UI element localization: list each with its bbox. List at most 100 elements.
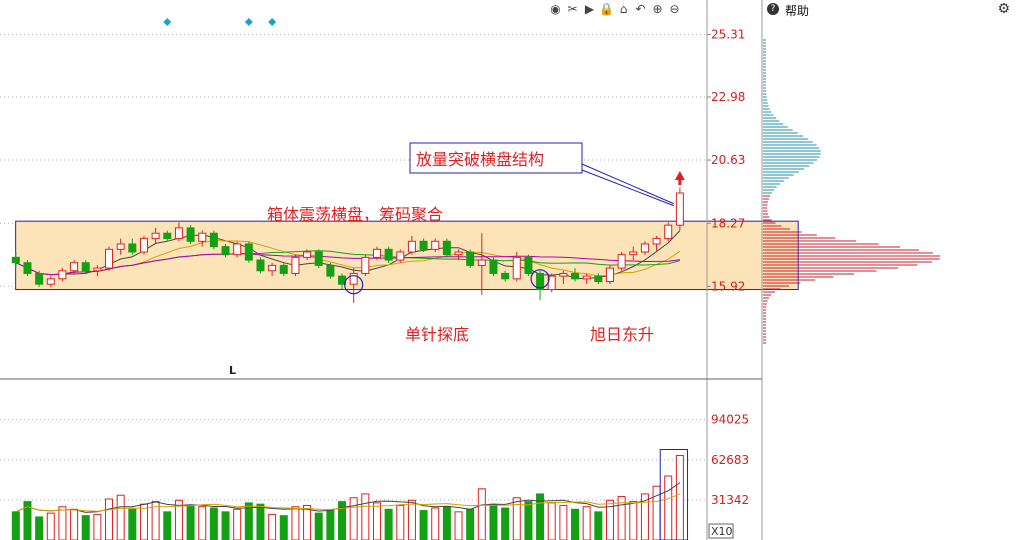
volume-bar bbox=[314, 512, 323, 540]
candle-body bbox=[139, 238, 148, 253]
candle-body bbox=[151, 232, 160, 240]
annotation-circle bbox=[344, 275, 364, 295]
candle-body bbox=[256, 259, 265, 272]
candle-body bbox=[431, 240, 440, 250]
volume-bar bbox=[35, 516, 44, 540]
help-icon[interactable]: ? bbox=[767, 3, 779, 15]
help-label[interactable]: 帮助 bbox=[785, 4, 810, 18]
candle-body bbox=[128, 243, 137, 253]
volume-bar bbox=[524, 501, 533, 540]
candle-body bbox=[209, 232, 218, 248]
volume-bar bbox=[582, 506, 591, 540]
candle bbox=[524, 254, 533, 277]
price-tick-label: 18.27 bbox=[711, 216, 745, 230]
candle-body bbox=[640, 243, 649, 253]
candle bbox=[314, 249, 323, 269]
candle-body bbox=[303, 251, 312, 258]
scissors-icon[interactable]: ✂ bbox=[567, 2, 578, 16]
volume-bar bbox=[46, 512, 55, 540]
candle bbox=[617, 252, 626, 271]
volume-bar bbox=[116, 494, 125, 540]
volume-bar bbox=[477, 488, 486, 540]
candle-body bbox=[233, 243, 242, 256]
candle bbox=[384, 246, 393, 263]
candle-body bbox=[244, 243, 253, 261]
candle-body bbox=[35, 272, 44, 285]
volume-bar bbox=[675, 455, 684, 540]
candle bbox=[279, 262, 288, 277]
candle bbox=[571, 268, 580, 282]
candle bbox=[23, 260, 32, 277]
home-icon[interactable]: ⌂ bbox=[619, 2, 628, 16]
volume-bar bbox=[547, 502, 556, 540]
annotation-breakout-pointer bbox=[581, 169, 675, 207]
candle bbox=[582, 273, 591, 285]
candle bbox=[489, 257, 498, 277]
volume-bar bbox=[139, 503, 148, 540]
candle-body bbox=[58, 270, 67, 280]
candle-body bbox=[221, 246, 230, 256]
candle bbox=[419, 238, 428, 252]
candle-body bbox=[314, 251, 323, 266]
volume-bar bbox=[256, 503, 265, 540]
zoom-out-icon[interactable]: ⊖ bbox=[669, 2, 680, 16]
candle bbox=[105, 246, 114, 271]
candle-body bbox=[454, 251, 463, 256]
candle bbox=[221, 243, 230, 258]
undo-icon[interactable]: ↶ bbox=[635, 2, 646, 16]
marker-L: L bbox=[229, 364, 236, 377]
candle-body bbox=[605, 267, 614, 282]
eye-icon[interactable]: ◉ bbox=[550, 2, 561, 16]
candle bbox=[594, 273, 603, 285]
candle-body bbox=[594, 275, 603, 282]
volume-bar bbox=[174, 499, 183, 540]
volume-unit-box bbox=[708, 523, 734, 539]
volume-bar bbox=[605, 499, 614, 540]
candle bbox=[664, 222, 673, 242]
candle bbox=[11, 252, 20, 269]
volume-bar bbox=[629, 501, 638, 540]
volume-bar bbox=[128, 508, 137, 540]
annotation-breakout: 放量突破横盘结构 bbox=[416, 150, 544, 169]
volume-bar bbox=[349, 497, 358, 540]
volume-bar bbox=[431, 507, 440, 540]
volume-bar bbox=[105, 498, 114, 540]
candle bbox=[361, 254, 370, 277]
zoom-in-icon[interactable]: ⊕ bbox=[652, 2, 663, 16]
gear-icon[interactable]: ⚙ bbox=[997, 1, 1010, 17]
candle bbox=[501, 270, 510, 282]
moving-average-lines bbox=[15, 230, 681, 280]
volume-ma5-line bbox=[15, 482, 681, 513]
candle-body bbox=[174, 227, 183, 240]
candle bbox=[46, 276, 55, 287]
candle bbox=[326, 262, 335, 279]
candle-body bbox=[349, 272, 358, 285]
candle bbox=[128, 238, 137, 255]
candle-body bbox=[163, 232, 172, 240]
candle-body bbox=[361, 256, 370, 274]
volume-bar bbox=[536, 493, 545, 540]
candle bbox=[454, 249, 463, 261]
price-tick-label: 15.92 bbox=[711, 279, 745, 293]
candle bbox=[209, 230, 218, 250]
candle-body bbox=[396, 251, 405, 261]
volume-bar bbox=[501, 507, 510, 540]
candle bbox=[139, 235, 148, 255]
lock-icon[interactable]: 🔒 bbox=[599, 2, 614, 16]
candle bbox=[605, 265, 614, 285]
candle bbox=[442, 238, 451, 258]
volume-bar bbox=[209, 507, 218, 540]
volume-bar bbox=[466, 508, 475, 540]
candle-body bbox=[489, 259, 498, 274]
candle bbox=[151, 227, 160, 244]
volume-bar bbox=[419, 510, 428, 540]
candle-body bbox=[512, 256, 521, 280]
candle bbox=[477, 233, 486, 295]
candle bbox=[349, 268, 358, 303]
volume-bar bbox=[279, 515, 288, 540]
volume-bar bbox=[361, 493, 370, 540]
chip-distribution bbox=[763, 39, 941, 344]
play-icon[interactable]: ▶ bbox=[584, 2, 595, 16]
candle-body bbox=[81, 262, 90, 272]
candle-body bbox=[664, 224, 673, 240]
